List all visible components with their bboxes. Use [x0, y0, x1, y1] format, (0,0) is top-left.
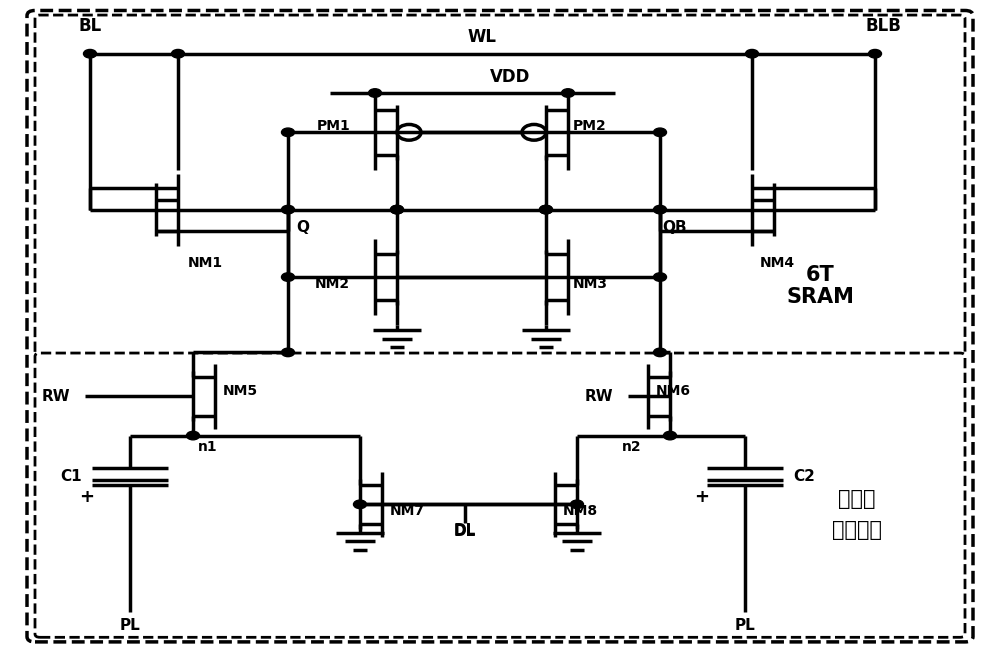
FancyBboxPatch shape — [35, 15, 965, 356]
Text: n1: n1 — [198, 440, 218, 455]
FancyBboxPatch shape — [27, 10, 973, 642]
Circle shape — [539, 206, 552, 214]
Text: NM7: NM7 — [390, 504, 425, 518]
Circle shape — [539, 206, 552, 214]
Text: NM1: NM1 — [188, 256, 223, 271]
Text: RW: RW — [41, 389, 70, 403]
Circle shape — [282, 273, 294, 282]
Circle shape — [84, 49, 96, 58]
Text: Q: Q — [296, 221, 309, 235]
Text: C2: C2 — [793, 470, 815, 484]
Text: QB: QB — [662, 221, 687, 235]
Text: BL: BL — [78, 16, 102, 35]
Circle shape — [282, 206, 294, 214]
Text: n2: n2 — [622, 440, 642, 455]
Circle shape — [654, 273, 666, 282]
Text: DL: DL — [454, 525, 476, 539]
Circle shape — [172, 49, 184, 58]
Circle shape — [868, 49, 882, 58]
Text: SRAM: SRAM — [786, 287, 854, 307]
Text: NM5: NM5 — [223, 384, 258, 398]
Circle shape — [746, 49, 759, 58]
Text: NM3: NM3 — [573, 276, 608, 291]
Text: VDD: VDD — [490, 67, 530, 86]
Circle shape — [282, 348, 294, 356]
Text: BLB: BLB — [865, 16, 901, 35]
Text: PM2: PM2 — [573, 119, 607, 133]
Circle shape — [654, 206, 666, 214]
Text: PL: PL — [120, 618, 140, 633]
Text: PL: PL — [735, 618, 755, 633]
Circle shape — [654, 128, 666, 137]
Circle shape — [186, 431, 200, 440]
Text: 6T: 6T — [806, 265, 834, 285]
Text: NM8: NM8 — [563, 504, 598, 518]
Text: +: + — [80, 488, 94, 506]
Circle shape — [664, 431, 676, 440]
Circle shape — [390, 206, 404, 214]
Circle shape — [390, 206, 404, 214]
Text: NM4: NM4 — [760, 256, 795, 271]
Text: +: + — [694, 488, 710, 506]
Text: RW: RW — [584, 389, 613, 403]
Circle shape — [368, 88, 382, 98]
FancyBboxPatch shape — [35, 353, 965, 637]
Circle shape — [571, 500, 584, 508]
Text: WL: WL — [468, 28, 496, 47]
Text: C1: C1 — [60, 470, 82, 484]
Circle shape — [654, 348, 666, 356]
Text: DL: DL — [454, 523, 476, 538]
Text: NM2: NM2 — [315, 276, 350, 291]
Circle shape — [562, 88, 574, 98]
Text: NM6: NM6 — [656, 384, 691, 398]
Text: PM1: PM1 — [317, 119, 351, 133]
Circle shape — [282, 128, 294, 137]
Text: 非易失
存储模块: 非易失 存储模块 — [832, 489, 882, 540]
Circle shape — [354, 500, 366, 508]
